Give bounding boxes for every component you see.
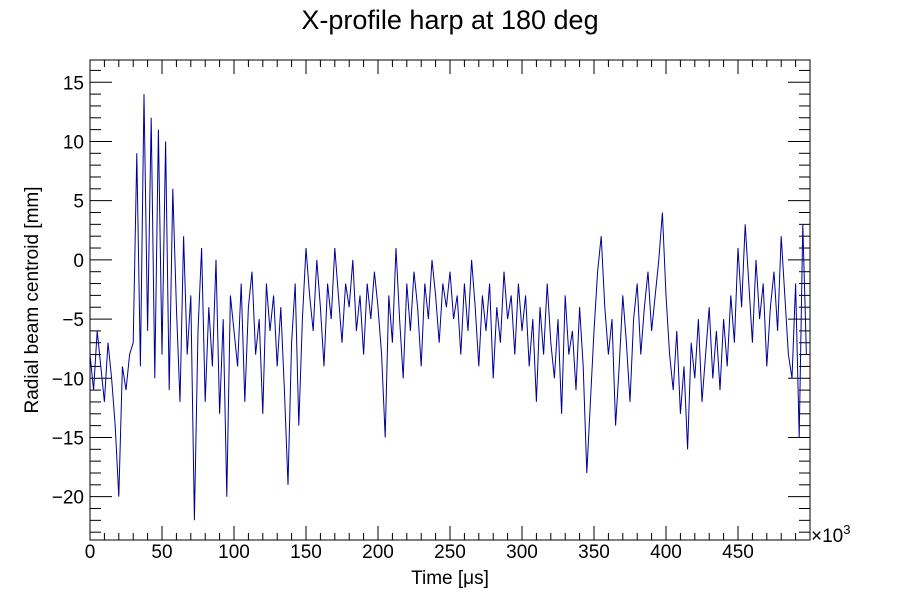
- x-tick-label: 350: [578, 542, 610, 563]
- series-line: [89, 94, 807, 521]
- x-axis-label: Time [μs]: [411, 568, 489, 589]
- chart-title: X-profile harp at 180 deg: [301, 5, 598, 35]
- x-tick-label: 0: [85, 542, 96, 563]
- x-multiplier-base: ×10: [811, 526, 843, 547]
- y-tick-label: −20: [52, 488, 84, 509]
- y-tick-label: 10: [63, 132, 84, 153]
- x-tick-label: 450: [722, 542, 754, 563]
- x-tick-label: 250: [434, 542, 466, 563]
- axis-ticks: [89, 60, 811, 540]
- y-axis-label: Radial beam centroid [mm]: [22, 186, 43, 413]
- x-multiplier: ×103: [811, 522, 850, 547]
- y-tick-label: −5: [62, 310, 84, 331]
- y-tick-label: 15: [63, 73, 84, 94]
- y-tick-label: 0: [73, 251, 84, 272]
- x-tick-label: 300: [506, 542, 538, 563]
- y-tick-label: 5: [73, 192, 84, 213]
- x-tick-labels: 0 50 100 150 200 250 300 350 400 450: [85, 542, 754, 563]
- x-tick-label: 100: [218, 542, 250, 563]
- x-tick-label: 200: [362, 542, 394, 563]
- plot-frame: [89, 59, 811, 541]
- y-tick-labels: −20 −15 −10 −5 0 5 10 15: [52, 73, 84, 508]
- y-tick-label: −10: [52, 369, 84, 390]
- x-tick-label: 50: [151, 542, 172, 563]
- y-tick-label: −15: [52, 428, 84, 449]
- x-tick-label: 150: [290, 542, 322, 563]
- x-multiplier-exponent: 3: [843, 522, 850, 537]
- x-tick-label: 400: [650, 542, 682, 563]
